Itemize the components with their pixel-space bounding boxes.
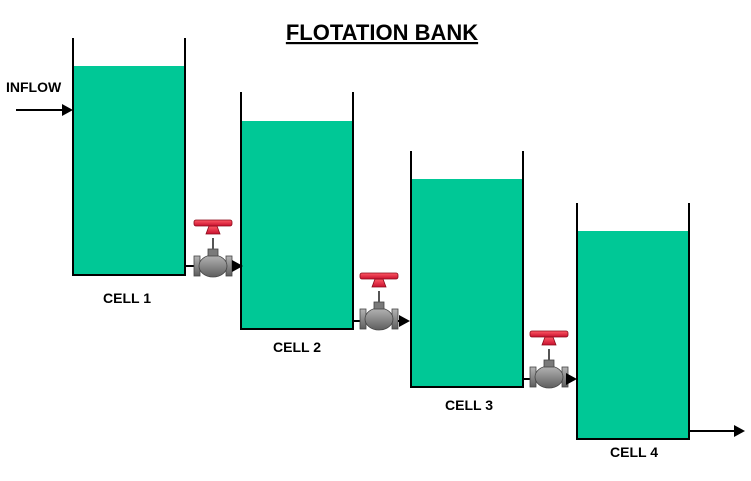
valve-3-arrow-icon [566, 373, 577, 385]
cell-4-walls [576, 203, 690, 440]
cell-3-liquid [411, 179, 523, 387]
cell-4-tank [576, 203, 690, 440]
control-valve-icon [359, 272, 399, 331]
cell-3-tank [410, 151, 524, 388]
cell-4-liquid [577, 231, 689, 439]
valve-1[interactable] [185, 219, 243, 278]
cell-1-walls [72, 38, 186, 276]
cell-4-label: CELL 4 [610, 444, 658, 460]
cell-2-tank [240, 92, 354, 330]
valve-3[interactable] [523, 330, 577, 389]
inflow-label: INFLOW [6, 79, 62, 95]
cell-3-label: CELL 3 [445, 397, 493, 413]
cell-2-label: CELL 2 [273, 339, 321, 355]
cell-3-walls [410, 151, 524, 388]
cell-2-liquid [241, 121, 353, 329]
cell-2-walls [240, 92, 354, 330]
cell-1-tank [72, 38, 186, 276]
inflow-arrow-icon [16, 104, 73, 116]
valve-1-arrow-icon [232, 260, 243, 272]
control-valve-icon [529, 330, 569, 389]
diagram-title: FLOTATION BANK [286, 20, 478, 45]
valve-2-arrow-icon [399, 315, 410, 327]
valve-2[interactable] [353, 272, 410, 331]
cell-1-liquid [73, 66, 185, 275]
outflow-arrow-icon [689, 425, 745, 437]
control-valve-icon [193, 219, 233, 278]
cell-1-label: CELL 1 [103, 290, 151, 306]
